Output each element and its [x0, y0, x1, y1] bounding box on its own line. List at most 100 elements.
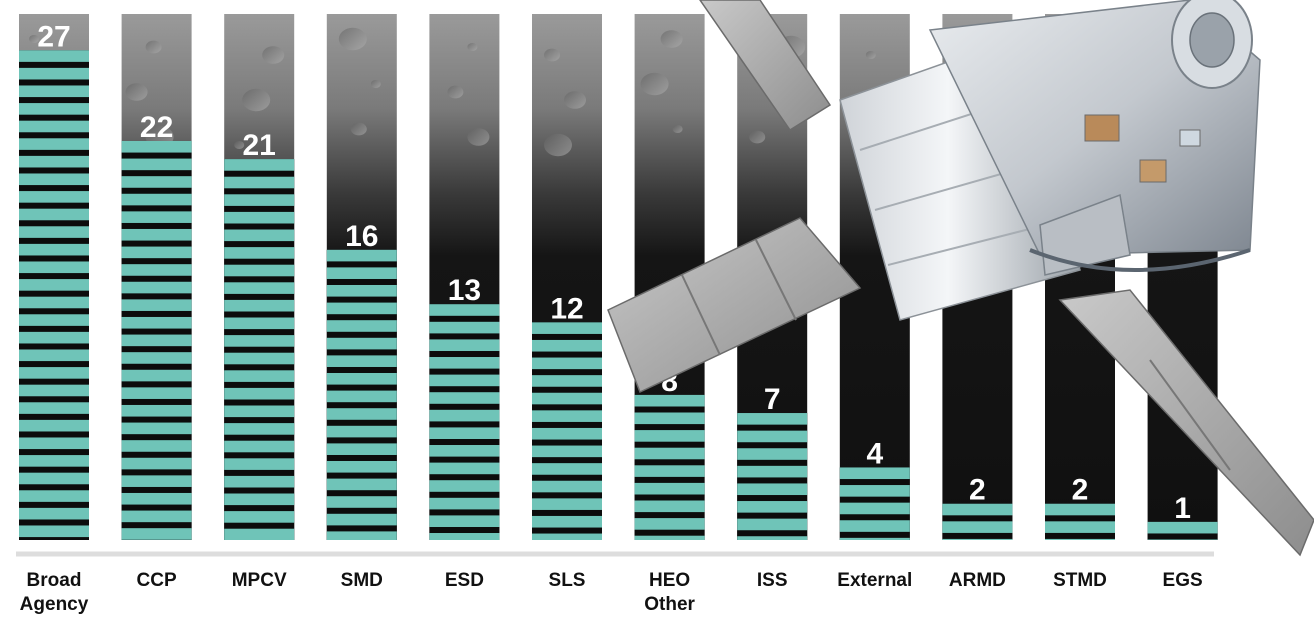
crater-mark [447, 85, 464, 99]
bar-stripe [634, 465, 705, 477]
value-label-armd: 2 [969, 474, 986, 507]
bar-stripe [634, 535, 705, 540]
bar-stripe [19, 490, 89, 502]
bar-stripe [326, 408, 397, 420]
bar-stripe [429, 339, 500, 352]
bar-stripe [1045, 538, 1115, 540]
bar-ccp [121, 140, 192, 540]
bar-stripe [224, 405, 295, 418]
bar-stripe [224, 493, 295, 506]
bar-stripe [737, 465, 808, 478]
bar-stripe [532, 515, 602, 528]
crater-mark [640, 72, 669, 96]
bar-stripe [532, 392, 602, 405]
bar-stripe [121, 440, 192, 452]
bar-stripe [532, 410, 602, 422]
bar-stripe [224, 211, 295, 224]
bar-stripe [19, 155, 89, 168]
value-label-esd: 13 [448, 274, 481, 307]
bar-stripe [532, 375, 602, 387]
bar-stripe [19, 349, 89, 362]
bar-stripe [326, 513, 397, 526]
bar-stripe [532, 445, 602, 458]
bar-stripe [121, 193, 192, 206]
bar-stripe [121, 369, 192, 382]
bar-stripe [326, 425, 397, 438]
bar-stripe [326, 460, 397, 473]
value-label-smd: 16 [345, 220, 378, 253]
value-label-broad-agency: 27 [37, 20, 70, 53]
bar-stripe [121, 211, 192, 223]
bar-stripe [19, 279, 89, 291]
bar-stripe [19, 455, 89, 467]
bar-stripe [19, 120, 89, 133]
crater-mark [865, 51, 876, 59]
bar-stripe [634, 412, 705, 425]
bar-stripe [19, 367, 89, 379]
bar-stripe [326, 249, 397, 262]
bar-stripe [224, 176, 295, 189]
category-label-heo-other: HEO [649, 570, 690, 591]
crater-mark [242, 88, 271, 112]
bar-stripe [737, 501, 808, 513]
crater-mark [350, 122, 367, 136]
bar-stripe [19, 173, 89, 186]
crater-mark [145, 40, 162, 54]
bar-stripe [121, 422, 192, 435]
bar-external [839, 467, 910, 540]
category-label-sls: SLS [549, 570, 586, 591]
bar-stripe [224, 282, 295, 294]
bar-stripe [429, 480, 500, 492]
bar-stripe [634, 447, 705, 460]
bar-stripe [19, 67, 89, 80]
value-label-iss: 7 [764, 383, 781, 416]
crater-mark [564, 91, 586, 109]
bar-stripe [121, 176, 192, 188]
category-label-external: External [837, 570, 912, 591]
bar-stripe [737, 430, 808, 443]
bar-stripe [224, 352, 295, 365]
bar-stripe [224, 475, 295, 488]
bar-stripe [326, 496, 397, 508]
crater-mark [672, 125, 683, 133]
value-label-sls: 12 [550, 292, 583, 325]
bar-stripe [121, 246, 192, 259]
bar-stripe [19, 208, 89, 221]
category-label-smd: SMD [341, 570, 383, 591]
crater-mark [29, 35, 39, 43]
bar-stripe [19, 507, 89, 520]
bar-stripe [737, 518, 808, 531]
spacecraft-illustration [607, 0, 1314, 557]
bar-stripe [224, 299, 295, 312]
bar-stripe [839, 467, 910, 480]
bar-stripe [429, 409, 500, 422]
category-label-stmd: STMD [1053, 570, 1107, 591]
bar-stripe [532, 480, 602, 493]
bar-stripe [429, 357, 500, 369]
bar-stripe [121, 475, 192, 487]
bar-stripe [326, 320, 397, 332]
bar-armd [942, 503, 1013, 540]
bar-stripe [737, 536, 808, 540]
bar-stripe [326, 372, 397, 385]
crater-mark [338, 27, 367, 51]
bar-stripe [326, 390, 397, 403]
bar-stripe [429, 497, 500, 510]
crater-mark [467, 43, 478, 51]
bar-stripe [19, 226, 89, 238]
bar-stripe [224, 370, 295, 382]
category-label-mpcv: MPCV [232, 570, 287, 591]
bar-stripe [737, 448, 808, 460]
bar-stripe [19, 296, 89, 309]
bar-stmd [1045, 503, 1115, 540]
crater-mark [467, 128, 490, 146]
bar-stripe [326, 284, 397, 297]
bar-stripe [429, 374, 500, 387]
bar-stripe [19, 402, 89, 414]
bar-stripe [19, 191, 89, 203]
bar-stripe [224, 528, 295, 540]
bar-stripe [326, 355, 397, 367]
bar-sls [532, 322, 602, 540]
crater-mark [370, 80, 381, 88]
